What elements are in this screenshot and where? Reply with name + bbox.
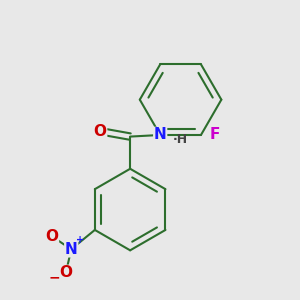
Text: +: + <box>76 235 84 245</box>
Text: F: F <box>210 128 220 142</box>
Text: −: − <box>48 270 60 284</box>
Text: O: O <box>45 229 58 244</box>
Text: O: O <box>59 266 72 280</box>
Text: ·H: ·H <box>172 133 188 146</box>
Text: N: N <box>154 128 167 142</box>
Text: O: O <box>94 124 106 139</box>
Text: N: N <box>65 242 78 257</box>
